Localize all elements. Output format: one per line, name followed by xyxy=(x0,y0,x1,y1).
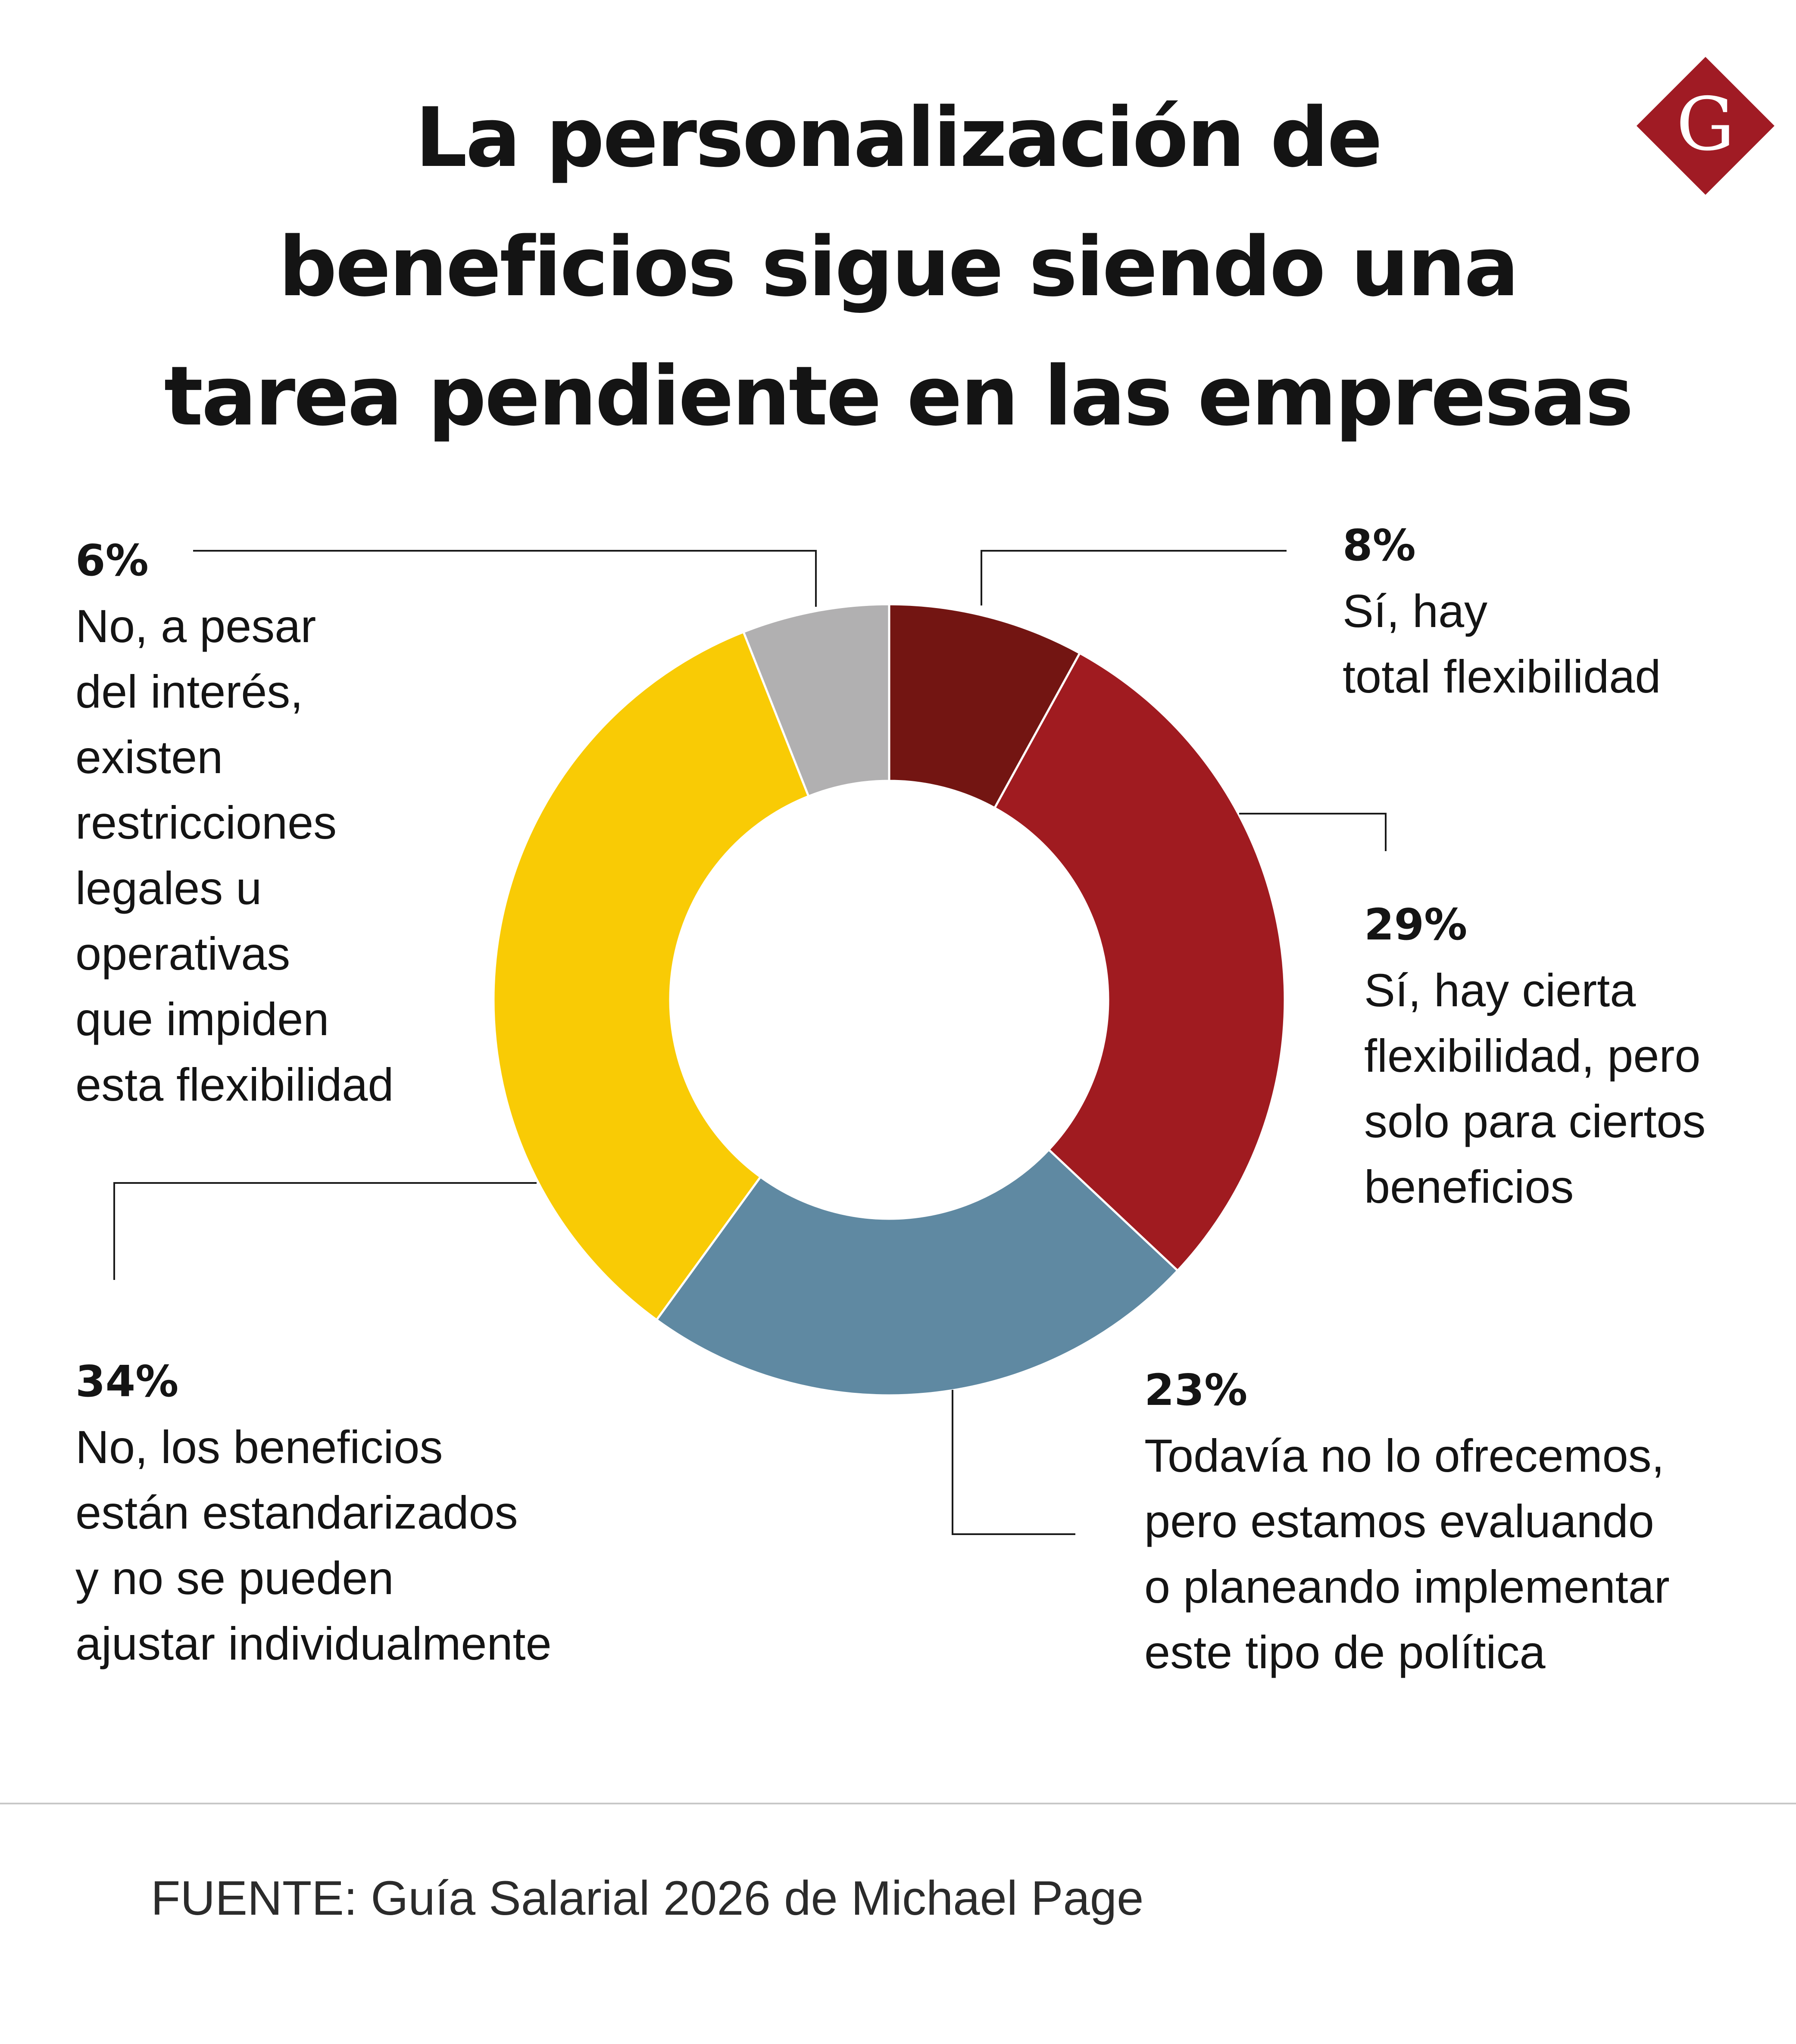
donut-slice-standardized xyxy=(492,630,810,1322)
title-line-3: tarea pendiente en las empresas xyxy=(164,349,1634,444)
publication-logo: G xyxy=(1637,57,1774,195)
slice-text-line: y no se pueden xyxy=(75,1552,394,1604)
logo-diamond-icon xyxy=(1637,57,1774,195)
leader-line-evaluating xyxy=(952,1390,1075,1535)
slice-label-standardized: 34% No, los beneficios están estandariza… xyxy=(75,1349,552,1676)
donut-slice-evaluating xyxy=(655,1148,1179,1397)
slice-text-line: este tipo de política xyxy=(1144,1626,1546,1678)
leader-line-restrictions xyxy=(193,550,817,607)
slice-text-line: legales u xyxy=(75,862,262,914)
donut-slice-some-flexibility xyxy=(993,652,1286,1272)
donut-slice-total-flexibility xyxy=(888,603,1081,810)
title-line-2: beneficios sigue siendo una xyxy=(278,219,1519,315)
leader-line-some-flexibility xyxy=(1239,813,1387,851)
slice-label-some-flexibility: 29% Sí, hay cierta flexibilidad, pero so… xyxy=(1364,892,1705,1220)
slice-text-line: pero estamos evaluando xyxy=(1144,1495,1654,1547)
slice-text-line: o planeando implementar xyxy=(1144,1560,1670,1613)
leader-line-standardized xyxy=(113,1182,537,1280)
slice-text-line: que impiden xyxy=(75,993,329,1045)
slice-text-line: operativas xyxy=(75,927,290,980)
slice-text-line: Sí, hay cierta xyxy=(1364,964,1636,1016)
slice-percent: 8% xyxy=(1343,520,1416,571)
slice-percent: 23% xyxy=(1144,1365,1248,1415)
slice-text-line: existen xyxy=(75,731,223,783)
donut-slice-restrictions xyxy=(742,603,890,798)
slice-text-line: flexibilidad, pero xyxy=(1364,1030,1701,1082)
slice-text-line: No, los beneficios xyxy=(75,1421,443,1473)
slice-text-line: están estandarizados xyxy=(75,1486,518,1538)
source-note: FUENTE: Guía Salarial 2026 de Michael Pa… xyxy=(151,1871,1144,1925)
slice-text-line: beneficios xyxy=(1364,1161,1574,1213)
footer-divider xyxy=(0,1803,1796,1804)
slice-text-line: Sí, hay xyxy=(1343,585,1488,637)
slice-text-line: Todavía no lo ofrecemos, xyxy=(1144,1429,1665,1482)
slice-percent: 34% xyxy=(75,1356,179,1407)
slice-percent: 29% xyxy=(1364,899,1468,950)
slice-text-line: restricciones xyxy=(75,796,337,849)
slice-label-evaluating: 23% Todavía no lo ofrecemos, pero estamo… xyxy=(1144,1357,1670,1685)
slice-percent: 6% xyxy=(75,535,149,586)
title-line-1: La personalización de xyxy=(415,90,1383,185)
logo-letter: G xyxy=(1676,82,1735,167)
slice-text-line: del interés, xyxy=(75,665,303,718)
slice-text-line: solo para ciertos xyxy=(1364,1095,1706,1147)
donut-chart xyxy=(113,550,1387,1535)
leader-line-total-flexibility xyxy=(981,550,1287,605)
slice-text-line: ajustar individualmente xyxy=(75,1617,552,1670)
slice-text-line: No, a pesar xyxy=(75,600,316,652)
slice-text-line: total flexibilidad xyxy=(1343,650,1661,702)
slice-label-total-flexibility: 8% Sí, hay total flexibilidad xyxy=(1343,513,1661,709)
slice-label-restrictions: 6% No, a pesar del interés, existen rest… xyxy=(75,528,394,1117)
slice-text-line: esta flexibilidad xyxy=(75,1058,394,1111)
chart-title: La personalización de beneficios sigue s… xyxy=(0,73,1796,461)
